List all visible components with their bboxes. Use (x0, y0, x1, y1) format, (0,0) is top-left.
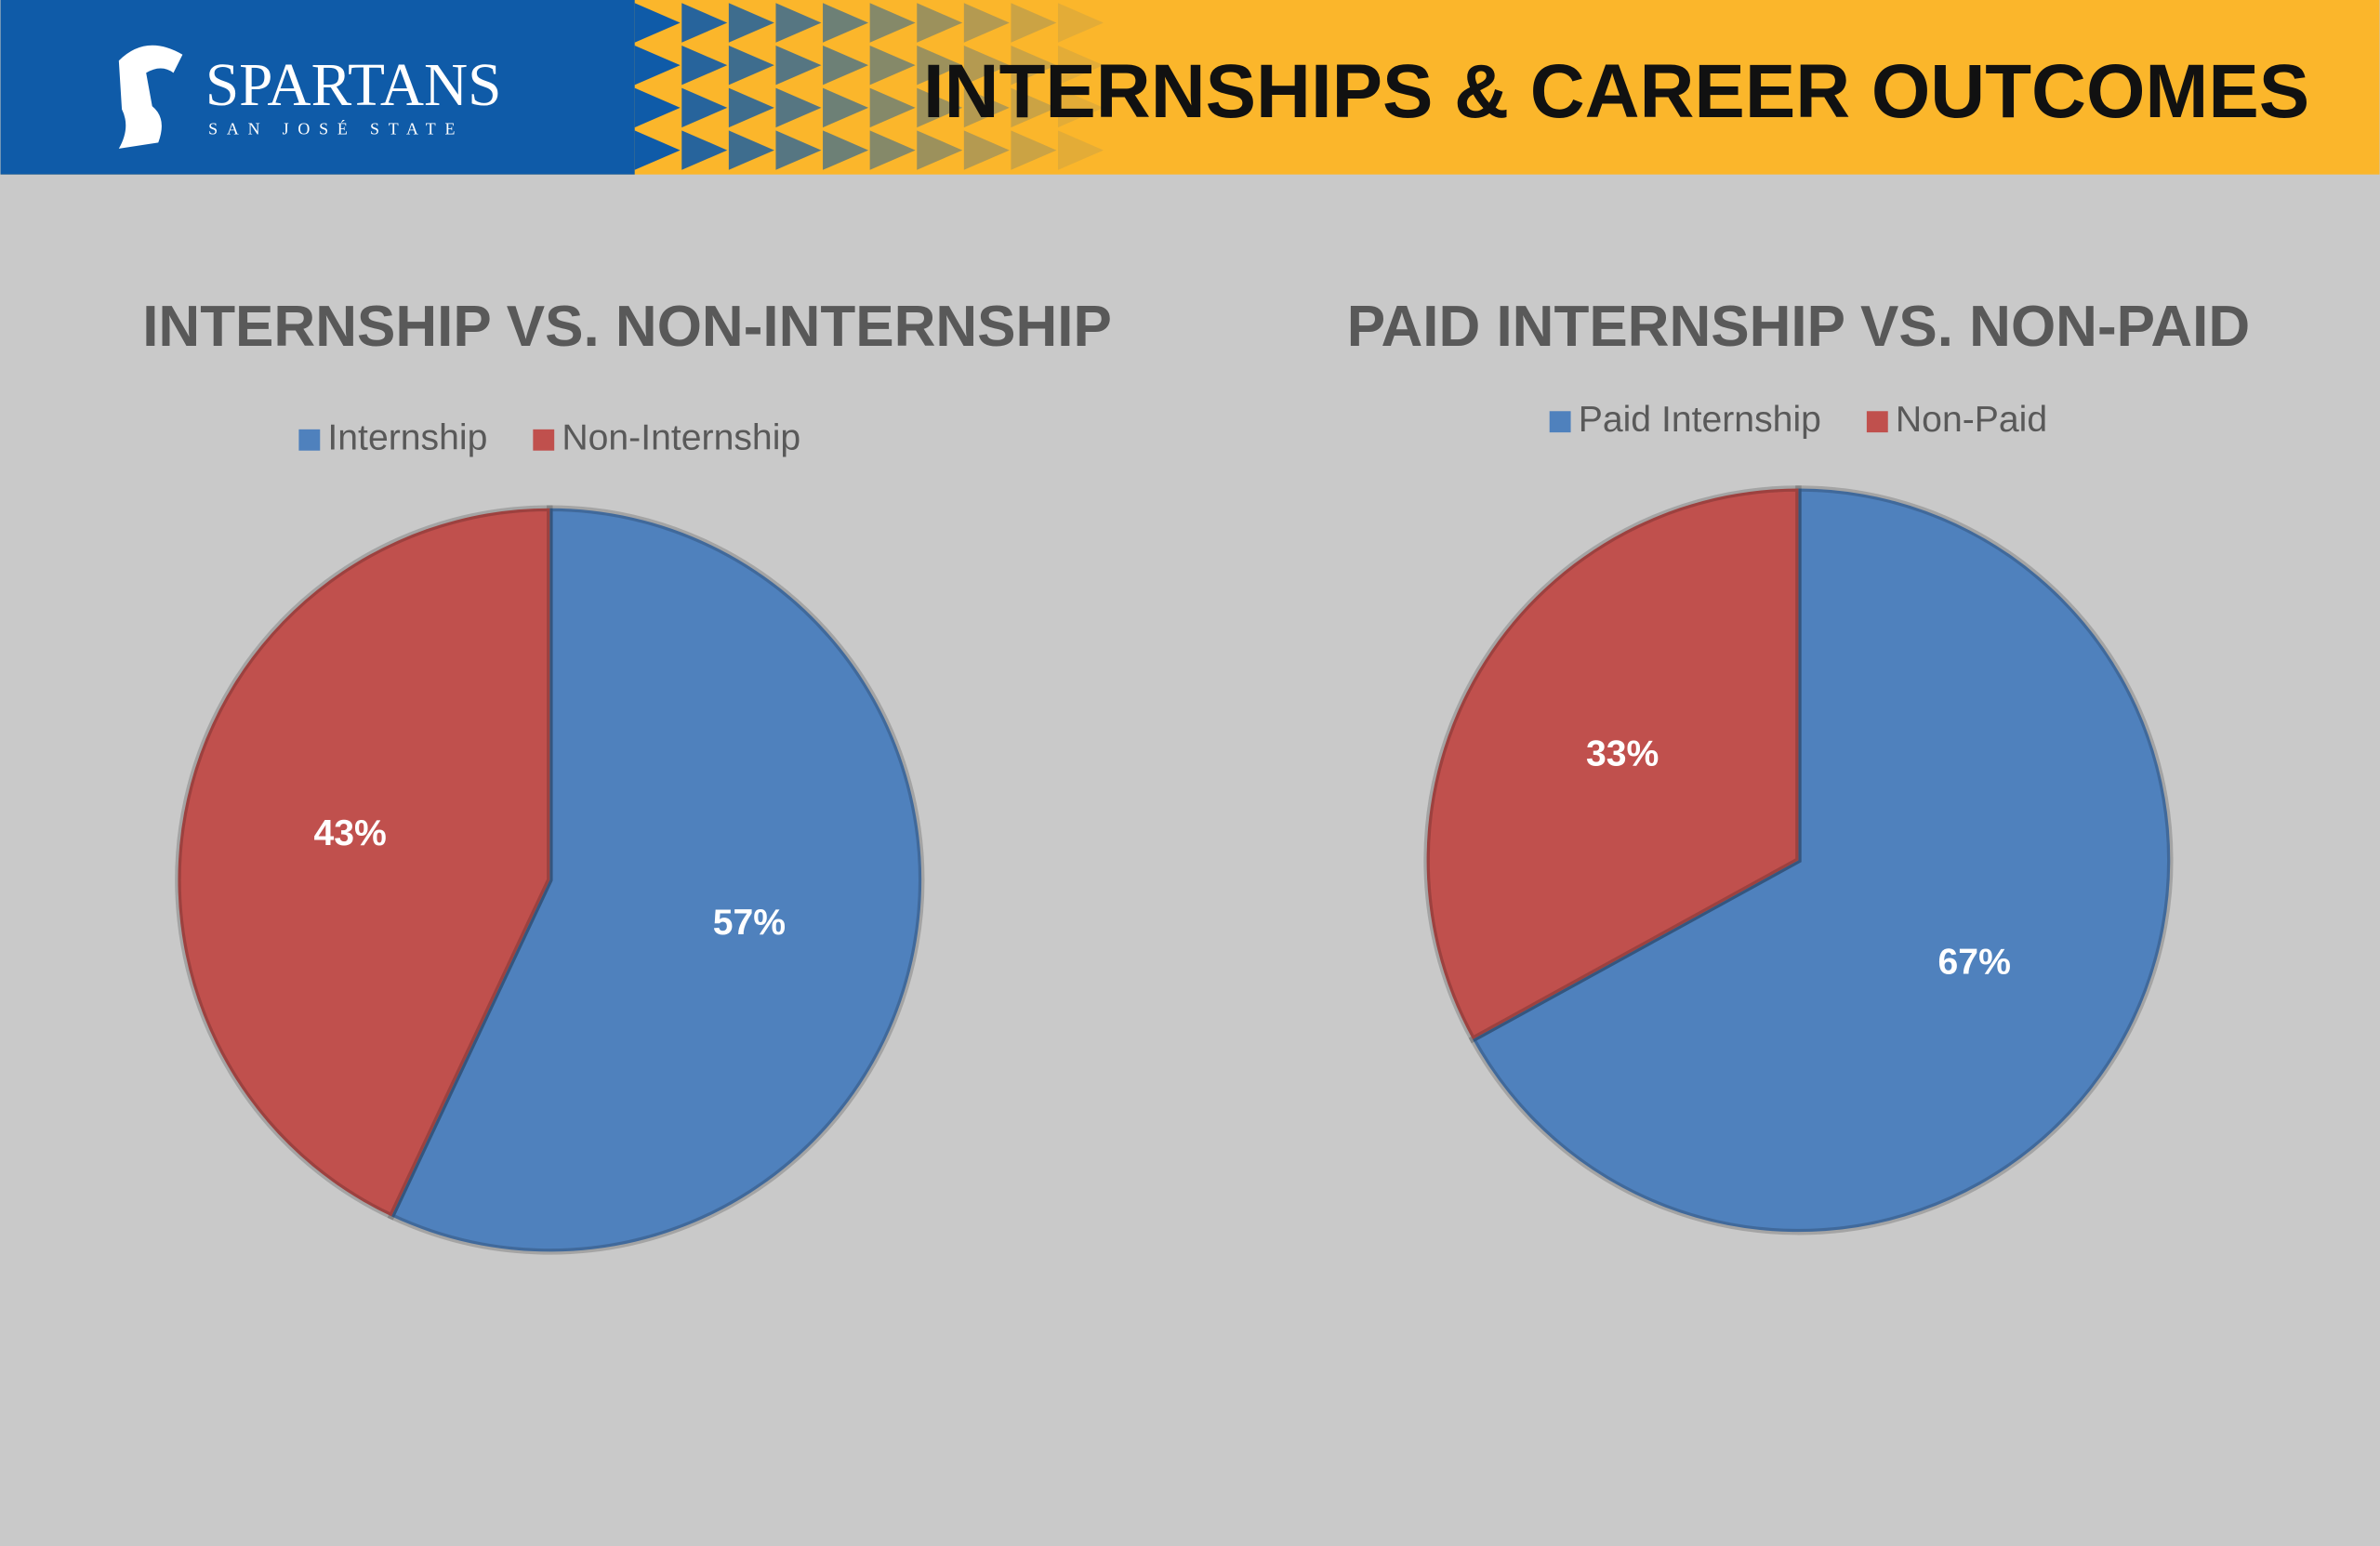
pattern-triangle (917, 130, 963, 170)
pie-slice (1423, 485, 1802, 1044)
pattern-triangle (1011, 130, 1057, 170)
pattern-triangle (917, 87, 963, 128)
legend-label: Paid Internship (1579, 400, 1821, 440)
pie-slice (1468, 485, 2174, 1235)
pie-slice (175, 505, 553, 1221)
chart-title: INTERNSHIP VS. NON-INTERNSHIP (142, 295, 1112, 359)
pattern-triangle (1011, 87, 1057, 128)
legend-swatch (533, 429, 555, 451)
data-label: 57% (713, 903, 786, 943)
pattern-triangle (1058, 130, 1104, 170)
pie-slice (387, 505, 925, 1255)
logo-icon (118, 45, 183, 149)
pattern-triangle (823, 130, 869, 170)
pattern-triangle (775, 130, 822, 170)
data-label: 67% (1938, 943, 2011, 983)
header-pattern (634, 3, 1104, 170)
data-label: 43% (313, 813, 386, 853)
pattern-triangle (728, 3, 774, 43)
pattern-triangle (775, 87, 822, 128)
pattern-triangle (823, 87, 869, 128)
logo-text: SPARTANS (205, 52, 502, 119)
pattern-triangle (823, 3, 869, 43)
pattern-triangle (869, 130, 916, 170)
pattern-triangle (775, 3, 822, 43)
legend-swatch (298, 429, 321, 451)
pattern-triangle (1058, 87, 1104, 128)
pattern-triangle (869, 45, 916, 86)
data-label: 33% (1586, 734, 1659, 774)
pattern-triangle (681, 130, 728, 170)
legend-label: Non-Internship (562, 418, 800, 458)
legend: Internship Non-Internship (298, 418, 800, 458)
legend: Paid Internship Non-Paid (1549, 400, 2047, 440)
pattern-triangle (823, 45, 869, 86)
page-title: INTERNSHIPS & CAREER OUTCOMES (923, 49, 2309, 134)
pattern-triangle (728, 130, 774, 170)
legend-label: Internship (327, 418, 487, 458)
pattern-triangle (681, 87, 728, 128)
pattern-triangle (775, 45, 822, 86)
pattern-triangle (1058, 3, 1104, 43)
pattern-triangle (917, 3, 963, 43)
chart-title: PAID INTERNSHIP VS. NON-PAID (1347, 295, 2250, 359)
legend-swatch (1866, 411, 1888, 433)
legend-swatch (1549, 411, 1571, 433)
pattern-triangle (634, 3, 681, 43)
pattern-triangle (728, 87, 774, 128)
logo-subtitle: SAN JOSÉ STATE (208, 118, 464, 138)
pattern-triangle (963, 130, 1010, 170)
pattern-triangle (1011, 3, 1057, 43)
pattern-triangle (681, 45, 728, 86)
pattern-triangle (917, 45, 963, 86)
pattern-triangle (963, 3, 1010, 43)
pattern-triangle (869, 87, 916, 128)
pattern-triangle (1058, 45, 1104, 86)
pattern-triangle (1011, 45, 1057, 86)
pattern-triangle (728, 45, 774, 86)
pattern-triangle (963, 45, 1010, 86)
legend-label: Non-Paid (1896, 400, 2047, 440)
pattern-triangle (634, 87, 681, 128)
pattern-triangle (681, 3, 728, 43)
pattern-triangle (634, 45, 681, 86)
pattern-triangle (963, 87, 1010, 128)
pattern-triangle (869, 3, 916, 43)
header-logo-band (0, 0, 635, 175)
pattern-triangle (634, 130, 681, 170)
